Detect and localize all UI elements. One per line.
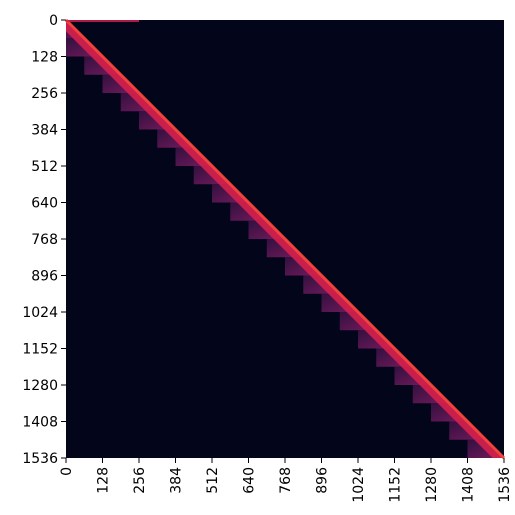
x-tick-label-7: 896	[315, 467, 331, 494]
plot-area	[64, 18, 506, 460]
y-tick-label-5: 640	[31, 196, 58, 212]
y-tick-label-6: 768	[31, 232, 58, 248]
y-tick-label-0: 0	[49, 13, 58, 29]
y-tick-label-9: 1152	[22, 342, 58, 358]
y-tick-label-3: 384	[31, 123, 58, 139]
x-tick-label-6: 768	[278, 467, 294, 494]
y-tick-label-2: 256	[31, 86, 58, 102]
y-axis: 0 128 256 384 512 640 768 896 1024 1152 1280 1408 15…	[22, 13, 66, 467]
y-tick-label-1: 128	[31, 50, 58, 66]
x-axis: 0 128 256 384 512 640 768 896 1024 1152 1280 1408 15…	[59, 458, 513, 503]
y-tick-label-12: 1536	[22, 451, 58, 467]
x-tick-label-8: 1024	[351, 467, 367, 503]
y-tick-label-11: 1408	[22, 415, 58, 431]
x-tick-label-3: 384	[169, 467, 185, 494]
y-tick-label-4: 512	[31, 159, 58, 175]
y-tick-label-8: 1024	[22, 305, 58, 321]
sink-token-row	[66, 20, 139, 22]
x-tick-label-11: 1408	[461, 467, 477, 503]
x-tick-label-0: 0	[59, 467, 75, 476]
x-tick-label-9: 1152	[388, 467, 404, 503]
x-tick-label-4: 512	[205, 467, 221, 494]
diagonal-line	[64, 18, 506, 460]
x-tick-label-2: 256	[132, 467, 148, 494]
x-tick-label-12: 1536	[497, 467, 513, 503]
y-tick-label-7: 896	[31, 269, 58, 285]
x-tick-label-10: 1280	[424, 467, 440, 503]
x-tick-label-5: 640	[242, 467, 258, 494]
y-tick-label-10: 1280	[22, 378, 58, 394]
x-tick-label-1: 128	[96, 467, 112, 494]
